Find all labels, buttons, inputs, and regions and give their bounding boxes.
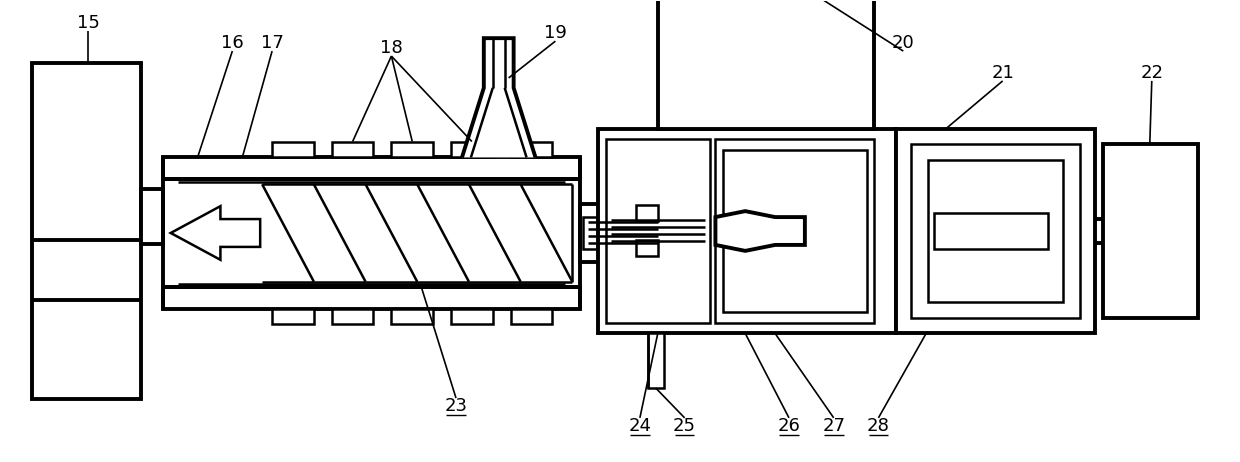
Bar [451, 141, 492, 158]
Text: 20: 20 [892, 34, 915, 52]
Bar [657, 0, 874, 128]
Bar [332, 309, 373, 324]
Bar [911, 144, 1080, 318]
Bar [647, 334, 663, 388]
Text: 17: 17 [260, 34, 284, 52]
Bar [636, 205, 657, 221]
Bar [1104, 144, 1198, 318]
Bar [511, 141, 552, 158]
Bar [598, 128, 897, 334]
Bar [928, 160, 1064, 302]
Bar [583, 217, 618, 249]
Bar [31, 63, 141, 399]
Text: 15: 15 [77, 14, 99, 32]
Text: 25: 25 [673, 417, 696, 435]
Text: 28: 28 [867, 417, 890, 435]
Text: 21: 21 [991, 64, 1014, 82]
Bar [162, 158, 580, 179]
Polygon shape [463, 38, 536, 158]
Text: 22: 22 [1141, 64, 1163, 82]
Bar [451, 309, 492, 324]
Bar [580, 204, 618, 262]
Bar [272, 141, 314, 158]
Bar [272, 309, 314, 324]
Text: 19: 19 [544, 24, 567, 42]
Bar [392, 309, 433, 324]
Bar [934, 213, 1048, 249]
Bar [162, 286, 580, 309]
Polygon shape [171, 206, 260, 260]
Bar [332, 141, 373, 158]
Text: 23: 23 [444, 397, 467, 415]
Text: 27: 27 [822, 417, 846, 435]
Bar [636, 240, 657, 256]
Bar [606, 139, 711, 323]
Bar [511, 309, 552, 324]
Text: 16: 16 [221, 34, 244, 52]
Polygon shape [715, 211, 805, 251]
Bar [392, 141, 433, 158]
Text: 26: 26 [777, 417, 800, 435]
Bar [723, 151, 867, 311]
Bar [897, 128, 1095, 334]
Text: 24: 24 [629, 417, 651, 435]
Text: 18: 18 [379, 39, 403, 57]
Bar [141, 189, 162, 244]
Bar [715, 139, 874, 323]
